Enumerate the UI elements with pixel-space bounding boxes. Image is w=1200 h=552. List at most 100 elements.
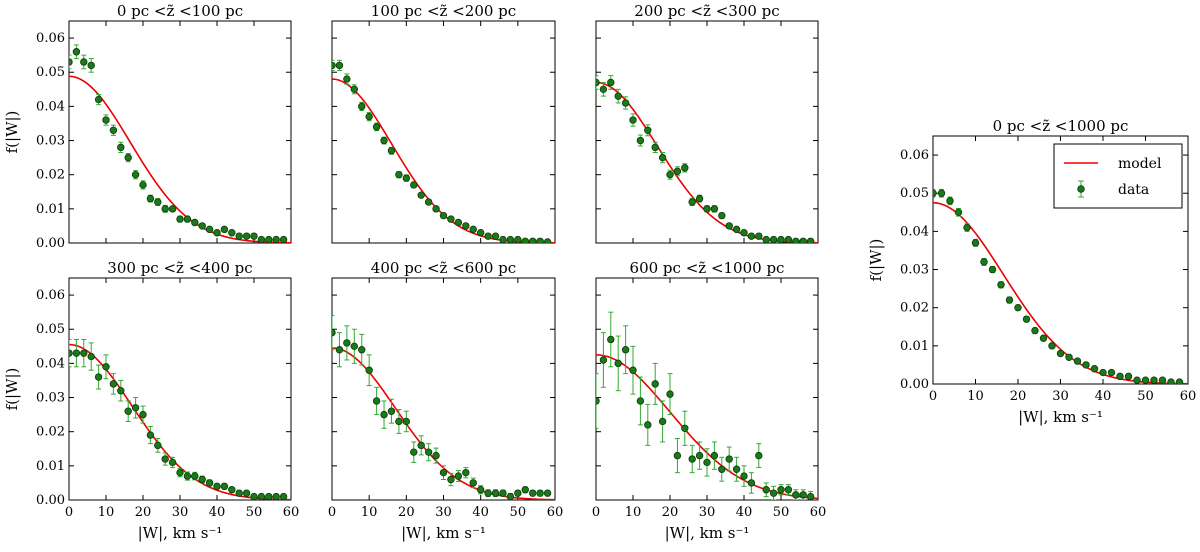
data-marker: [607, 78, 615, 87]
data-marker: [146, 431, 155, 439]
data-marker: [695, 194, 704, 203]
y-tick-label: 0.06: [36, 31, 65, 46]
data-point: [1065, 353, 1073, 361]
data-marker: [228, 486, 236, 494]
data-point: [146, 426, 155, 445]
data-point: [629, 345, 637, 395]
data-marker: [599, 356, 608, 364]
data-marker: [769, 489, 778, 497]
data-point: [988, 265, 997, 274]
data-marker: [688, 198, 696, 206]
data-marker: [491, 489, 500, 497]
data-marker: [673, 167, 682, 175]
data-point: [1167, 378, 1175, 384]
data-point: [762, 235, 770, 243]
data-point: [607, 311, 615, 368]
data-point: [732, 456, 741, 482]
data-point: [447, 215, 455, 223]
data-marker: [72, 48, 81, 56]
data-point: [94, 93, 103, 106]
x-axis-label: |W|, km s⁻¹: [1018, 408, 1103, 426]
data-point: [710, 205, 719, 213]
data-marker: [447, 215, 455, 223]
data-marker: [109, 126, 118, 134]
data-point: [806, 490, 815, 500]
plot-area: [933, 188, 1188, 384]
x-tick-label: 10: [361, 505, 378, 520]
data-marker: [629, 366, 637, 374]
data-point: [673, 166, 682, 177]
data-marker: [279, 492, 288, 500]
data-marker: [462, 468, 470, 477]
data-marker: [387, 407, 396, 415]
data-marker: [658, 153, 667, 162]
data-marker: [139, 410, 147, 419]
data-marker: [410, 181, 418, 189]
plot-area: [69, 338, 291, 500]
data-point: [102, 114, 110, 126]
data-point: [747, 472, 756, 494]
data-point: [599, 81, 608, 97]
y-tick-label: 0.03: [900, 263, 929, 278]
data-point: [124, 400, 132, 422]
data-marker: [417, 191, 425, 199]
data-marker: [102, 116, 110, 124]
data-point: [543, 489, 552, 497]
data-marker: [614, 359, 622, 368]
data-marker: [718, 465, 726, 473]
axes-frame: [68, 20, 292, 244]
data-marker: [1133, 376, 1141, 384]
data-point: [1090, 365, 1099, 373]
data-point: [358, 101, 366, 111]
data-marker: [257, 492, 266, 500]
data-marker: [792, 491, 800, 499]
data-point: [651, 362, 659, 405]
y-tick-label: 0.02: [36, 168, 65, 183]
data-marker: [596, 397, 600, 405]
data-marker: [1141, 376, 1150, 384]
data-point: [1031, 326, 1039, 335]
data-point: [205, 479, 214, 487]
data-marker: [695, 451, 704, 460]
data-marker: [747, 479, 756, 487]
data-marker: [265, 235, 273, 243]
data-point: [491, 232, 500, 240]
data-point: [257, 492, 266, 500]
x-tick-label: 0: [328, 505, 336, 520]
y-tick-label: 0.01: [36, 459, 65, 474]
data-marker: [469, 225, 477, 234]
x-tick-label: 20: [398, 505, 415, 520]
data-marker: [168, 205, 177, 213]
data-marker: [72, 349, 81, 357]
panel-title: 600 pc <z̃ <1000 pc: [630, 259, 785, 277]
data-point: [350, 84, 358, 95]
data-marker: [666, 390, 674, 398]
data-marker: [69, 58, 73, 66]
data-point: [521, 486, 529, 494]
data-marker: [777, 235, 785, 243]
data-point: [395, 408, 403, 434]
data-point: [607, 75, 615, 90]
data-point: [102, 354, 110, 380]
data-point: [658, 151, 667, 164]
data-point: [242, 232, 251, 240]
data-marker: [732, 225, 741, 234]
data-point: [417, 191, 425, 199]
data-point: [250, 492, 258, 500]
axes-frame: [331, 20, 556, 244]
data-point: [410, 181, 418, 189]
data-marker: [1056, 349, 1065, 358]
data-point: [380, 136, 388, 145]
data-marker: [447, 475, 455, 484]
data-marker: [191, 472, 199, 480]
data-marker: [732, 465, 741, 473]
data-marker: [380, 410, 388, 419]
data-point: [1141, 376, 1150, 384]
data-marker: [536, 489, 544, 497]
data-marker: [358, 346, 366, 354]
data-point: [476, 485, 485, 495]
data-marker: [651, 380, 659, 388]
data-marker: [395, 417, 403, 426]
data-marker: [937, 189, 946, 197]
data-marker: [621, 346, 630, 354]
